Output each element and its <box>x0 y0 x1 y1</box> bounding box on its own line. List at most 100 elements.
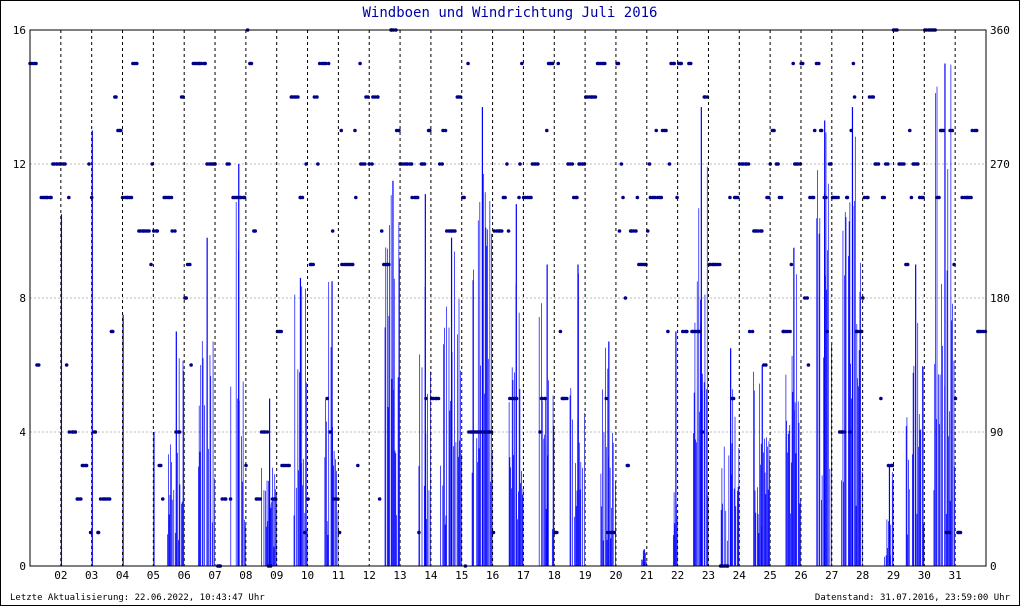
gust-bar <box>786 420 788 566</box>
x-tick-label: 04 <box>116 569 130 582</box>
gust-bar <box>911 454 913 566</box>
gust-bar <box>913 365 915 566</box>
gust-bar <box>178 540 179 566</box>
gust-peak-bar <box>915 264 917 566</box>
direction-point <box>555 530 559 535</box>
gust-bar <box>385 247 387 566</box>
direction-point <box>960 195 964 200</box>
x-tick-label: 19 <box>578 569 591 582</box>
gust-bar <box>765 494 767 566</box>
direction-point <box>34 61 38 66</box>
gust-bar <box>612 432 613 566</box>
gust-bar <box>602 389 603 566</box>
gust-bar <box>299 372 300 566</box>
x-tick-label: 18 <box>548 569 561 582</box>
gust-bar <box>168 454 169 566</box>
gust-bar <box>168 514 170 566</box>
gust-bar <box>788 430 790 566</box>
gust-bar <box>848 256 849 566</box>
direction-point <box>840 430 844 434</box>
gust-bar <box>800 498 801 566</box>
gust-bar <box>519 388 521 566</box>
gust-bar <box>245 524 246 566</box>
direction-point <box>63 162 67 166</box>
gust-bar <box>917 323 919 566</box>
gust-bar <box>767 446 768 566</box>
direction-point <box>760 229 764 233</box>
gust-bar <box>939 374 941 566</box>
direction-point <box>848 430 852 434</box>
gust-bar <box>419 354 421 566</box>
direction-point <box>543 396 547 401</box>
gust-bar <box>325 399 326 566</box>
direction-point <box>155 229 160 233</box>
direction-point <box>189 363 193 367</box>
gust-bar <box>844 212 846 566</box>
gust-bar <box>941 283 942 566</box>
direction-point <box>258 497 262 501</box>
gust-bar <box>737 486 739 566</box>
gust-bar <box>857 378 858 566</box>
x-tick-label: 10 <box>301 569 314 582</box>
gust-bar <box>449 410 451 566</box>
gust-bar <box>699 411 700 566</box>
direction-point <box>623 296 628 300</box>
direction-point <box>667 162 672 166</box>
gust-bar <box>211 522 213 566</box>
y-tick-label-right: 180 <box>990 292 1010 305</box>
direction-point <box>96 530 101 535</box>
gust-peak-bar <box>546 264 548 566</box>
direction-point <box>405 162 410 166</box>
gust-bar <box>785 374 787 566</box>
x-tick-label: 29 <box>887 569 900 582</box>
gust-peak-bar <box>793 247 795 566</box>
x-tick-label: 21 <box>640 569 653 582</box>
gust-bar <box>209 355 211 566</box>
gust-bar <box>641 559 643 566</box>
gust-bar <box>450 400 451 566</box>
gust-bar <box>473 269 474 566</box>
gust-bar <box>173 490 175 566</box>
direction-point <box>747 329 752 334</box>
direction-point <box>947 530 952 535</box>
gust-peak-bar <box>60 214 63 566</box>
direction-point <box>909 195 914 200</box>
gust-bar <box>694 322 696 566</box>
gust-bar <box>759 383 761 566</box>
gust-bar <box>950 64 952 566</box>
direction-point <box>239 195 243 200</box>
x-tick-label: 07 <box>208 569 221 582</box>
gust-bar <box>446 306 448 566</box>
gust-bar <box>337 511 339 566</box>
direction-point <box>505 162 509 166</box>
direction-point <box>129 195 134 200</box>
gust-bar <box>673 492 675 566</box>
gust-bar <box>934 364 936 566</box>
gust-bar <box>454 251 455 567</box>
direction-point <box>443 128 448 133</box>
gust-bar <box>200 365 202 566</box>
gust-bar <box>920 429 922 566</box>
direction-point <box>249 61 254 66</box>
gust-peak-bar <box>299 277 302 566</box>
direction-point <box>664 128 668 133</box>
direction-point <box>45 195 50 200</box>
gust-bar <box>426 518 427 566</box>
gust-bar <box>293 515 295 566</box>
gust-bar <box>508 402 510 566</box>
gust-bar <box>886 519 888 566</box>
gust-bar <box>704 294 706 566</box>
gust-bar <box>397 377 399 566</box>
gust-bar <box>440 465 441 566</box>
direction-point <box>811 195 816 200</box>
gust-peak-bar <box>515 204 517 566</box>
direction-point <box>325 396 329 401</box>
direction-point <box>353 128 357 133</box>
direction-point <box>688 61 693 66</box>
gust-peak-bar <box>643 549 645 566</box>
direction-point <box>279 329 283 334</box>
gust-peak-bar <box>91 130 93 566</box>
direction-point <box>698 329 702 334</box>
gust-bar <box>398 222 400 567</box>
direction-point <box>659 195 664 200</box>
